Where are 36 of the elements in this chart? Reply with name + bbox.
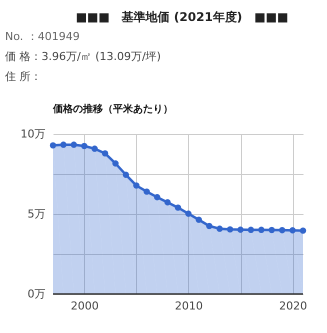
point: [50, 142, 56, 149]
point: [92, 146, 98, 152]
text: 価 格：3.96万/㎡ (13.09万/坪): [5, 50, 161, 63]
point: [70, 142, 77, 148]
point: [248, 226, 254, 233]
point: [237, 226, 244, 233]
point: [268, 226, 275, 234]
point: [174, 204, 182, 211]
y-tick-label: 5万: [28, 208, 46, 220]
point: [185, 210, 192, 217]
point: [258, 226, 264, 233]
point: [112, 160, 119, 167]
point: [154, 194, 160, 200]
x-tick-label: 2020: [279, 300, 308, 312]
point: [81, 142, 88, 150]
point: [60, 142, 67, 148]
point: [102, 150, 108, 157]
y-tick-label: 0万: [28, 288, 46, 300]
point: [196, 216, 202, 223]
point: [122, 172, 130, 178]
chart-title: ■■■ 基準地価 (2021年度) ■■■: [76, 10, 288, 24]
point: [206, 222, 212, 230]
text: No. ：401949: [5, 30, 80, 43]
point: [289, 227, 296, 234]
point: [226, 226, 234, 233]
text: 住 所：: [5, 70, 42, 83]
y-tick-label: 10万: [20, 128, 46, 140]
point: [300, 227, 306, 234]
point: [216, 226, 223, 232]
point: [279, 227, 286, 234]
point: [144, 188, 150, 195]
point: [164, 199, 171, 206]
x-tick-label: 2010: [174, 300, 203, 312]
text: 価格の推移（平米あたり）: [52, 103, 173, 115]
x-tick-label: 2000: [70, 300, 99, 312]
point: [133, 182, 140, 189]
